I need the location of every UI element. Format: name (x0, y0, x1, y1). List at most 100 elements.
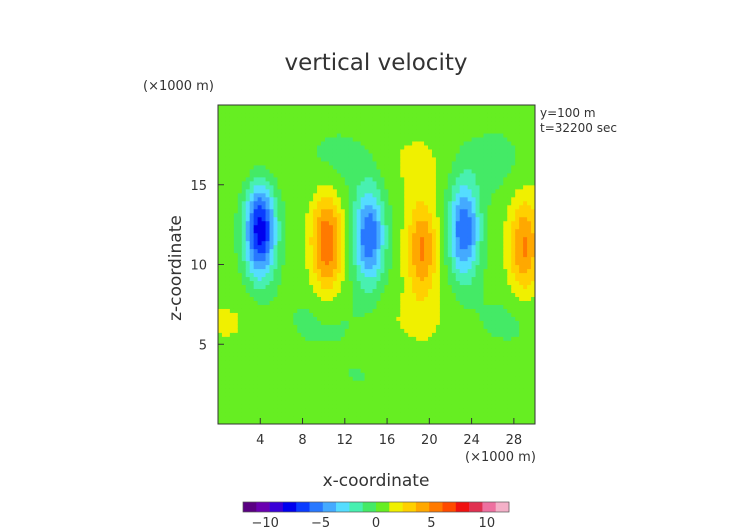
field-cell (439, 348, 445, 353)
field-cell (376, 152, 382, 158)
field-cell (273, 160, 279, 166)
field-cell (420, 300, 425, 305)
field-cell (305, 172, 310, 178)
field-cell (241, 124, 247, 130)
field-cell (344, 356, 350, 361)
field-cell (277, 244, 282, 250)
field-cell (404, 336, 409, 341)
field-cell (404, 108, 409, 114)
field-cell (309, 356, 314, 361)
field-cell (348, 116, 354, 122)
field-cell (241, 392, 247, 397)
field-cell (225, 156, 231, 162)
field-cell (253, 388, 259, 393)
field-cell (439, 380, 445, 385)
field-cell (324, 316, 330, 321)
field-cell (340, 200, 346, 206)
field-cell (420, 296, 425, 301)
field-cell (412, 336, 417, 341)
field-cell (360, 188, 366, 194)
field-cell (293, 152, 298, 158)
field-cell (400, 396, 405, 401)
field-cell (396, 332, 401, 337)
field-cell (376, 340, 382, 345)
field-cell (332, 308, 338, 313)
field-cell (463, 288, 469, 294)
field-cell (420, 304, 425, 309)
field-cell (265, 264, 271, 270)
field-cell (336, 384, 342, 389)
field-cell (328, 272, 334, 278)
field-cell (269, 292, 275, 297)
field-cell (241, 244, 247, 250)
field-cell (372, 140, 378, 146)
field-cell (245, 348, 251, 353)
field-cell (447, 336, 453, 341)
field-cell (249, 372, 255, 377)
field-cell (356, 408, 362, 413)
field-cell (356, 128, 362, 134)
field-cell (388, 124, 393, 130)
field-cell (431, 288, 437, 294)
field-cell (428, 376, 433, 381)
field-cell (225, 188, 231, 194)
field-cell (368, 376, 374, 381)
field-cell (380, 152, 386, 158)
field-cell (428, 352, 433, 357)
field-cell (249, 136, 255, 142)
field-cell (428, 288, 433, 294)
field-cell (281, 312, 286, 317)
field-cell (229, 308, 235, 313)
field-cell (404, 276, 409, 282)
field-cell (305, 392, 310, 397)
field-cell (396, 376, 401, 381)
field-cell (459, 264, 465, 270)
field-cell (412, 408, 417, 413)
field-cell (348, 384, 354, 389)
field-cell (328, 328, 334, 333)
field-cell (380, 328, 386, 333)
field-cell (455, 212, 461, 218)
field-cell (317, 252, 322, 258)
field-cell (431, 120, 437, 126)
field-cell (447, 356, 453, 361)
field-cell (344, 192, 350, 198)
field-cell (416, 204, 421, 210)
field-cell (249, 244, 255, 250)
field-cell (356, 124, 362, 130)
field-cell (455, 156, 461, 162)
field-cell (328, 240, 334, 246)
field-cell (388, 260, 393, 266)
field-cell (277, 360, 282, 365)
field-cell (364, 372, 370, 377)
field-cell (443, 244, 449, 250)
field-cell (439, 272, 445, 278)
field-cell (257, 340, 263, 345)
field-cell (364, 284, 370, 290)
field-cell (416, 140, 421, 146)
field-cell (317, 208, 322, 214)
field-cell (340, 220, 346, 226)
field-cell (336, 220, 342, 226)
field-cell (388, 152, 393, 158)
field-cell (431, 124, 437, 130)
field-cell (388, 348, 393, 353)
field-cell (253, 252, 259, 258)
field-cell (293, 120, 298, 126)
field-cell (459, 212, 465, 218)
field-cell (301, 420, 306, 424)
field-cell (435, 172, 441, 178)
field-cell (301, 332, 306, 337)
field-cell (443, 192, 449, 198)
field-cell (336, 244, 342, 250)
field-cell (404, 200, 409, 206)
field-cell (237, 180, 243, 186)
field-cell (317, 136, 322, 142)
field-cell (439, 320, 445, 325)
field-cell (424, 256, 429, 262)
field-cell (313, 324, 318, 329)
field-cell (257, 412, 263, 417)
field-cell (297, 120, 302, 126)
field-cell (309, 244, 314, 250)
field-cell (265, 176, 271, 182)
